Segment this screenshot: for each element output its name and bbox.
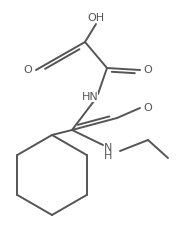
Text: OH: OH: [87, 13, 105, 23]
Text: O: O: [144, 103, 152, 113]
Text: N: N: [104, 143, 112, 153]
Text: O: O: [24, 65, 32, 75]
Text: HN: HN: [82, 92, 98, 102]
Text: O: O: [144, 65, 152, 75]
Text: H: H: [104, 151, 112, 161]
